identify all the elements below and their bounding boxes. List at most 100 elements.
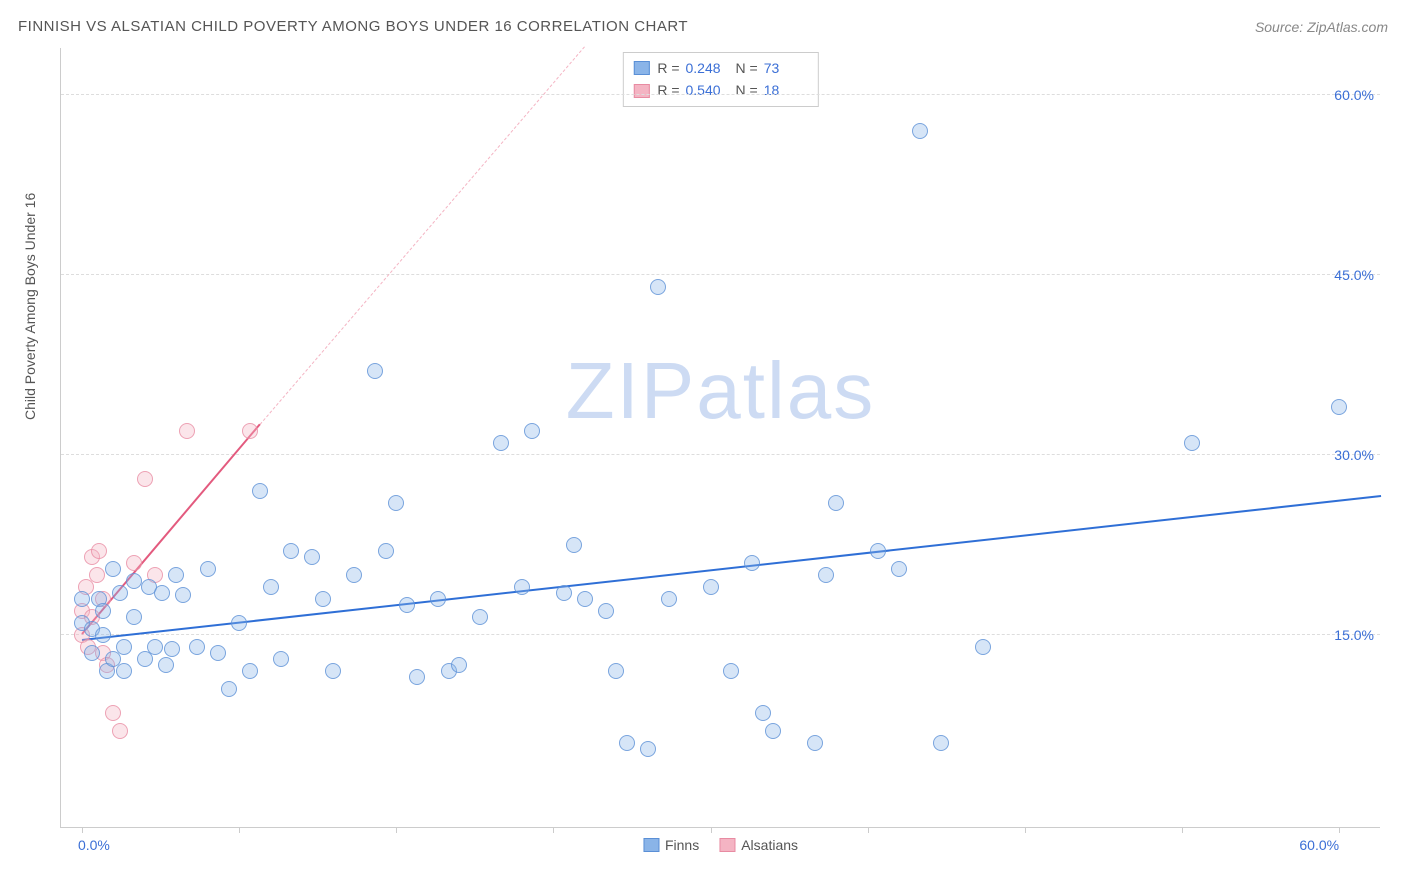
source-attribution: Source: ZipAtlas.com [1255,19,1388,35]
data-point-finns [451,657,467,673]
data-point-finns [723,663,739,679]
data-point-finns [556,585,572,601]
data-point-finns [399,597,415,613]
data-point-alsatians [179,423,195,439]
x-tick [396,827,397,833]
data-point-finns [912,123,928,139]
x-tick-label: 0.0% [78,837,110,853]
x-tick [1339,827,1340,833]
data-point-finns [116,663,132,679]
n-label: N = [736,79,758,101]
data-point-finns [158,657,174,673]
data-point-alsatians [89,567,105,583]
data-point-finns [95,603,111,619]
data-point-finns [252,483,268,499]
n-value-alsatians: 18 [764,79,808,101]
data-point-finns [891,561,907,577]
legend-item-alsatians: Alsatians [719,837,798,853]
data-point-finns [828,495,844,511]
data-point-finns [807,735,823,751]
swatch-finns-icon [643,838,659,852]
data-point-finns [870,543,886,559]
data-point-finns [493,435,509,451]
data-point-finns [315,591,331,607]
data-point-finns [661,591,677,607]
data-point-finns [577,591,593,607]
data-point-finns [975,639,991,655]
x-tick [82,827,83,833]
data-point-finns [378,543,394,559]
gridline [61,94,1380,95]
watermark-zip: ZIP [566,346,696,435]
data-point-finns [367,363,383,379]
data-point-finns [1184,435,1200,451]
x-tick [711,827,712,833]
data-point-finns [263,579,279,595]
gridline [61,634,1380,635]
data-point-finns [650,279,666,295]
data-point-finns [126,573,142,589]
data-point-finns [933,735,949,751]
data-point-finns [755,705,771,721]
data-point-finns [105,561,121,577]
trend-line [82,495,1381,641]
y-tick-label: 60.0% [1334,87,1374,103]
correlation-legend: R = 0.248 N = 73 R = 0.540 N = 18 [622,52,818,107]
plot-region: ZIPatlas R = 0.248 N = 73 R = 0.540 N = … [60,48,1380,828]
n-value-finns: 73 [764,57,808,79]
legend-row-finns: R = 0.248 N = 73 [633,57,807,79]
data-point-finns [283,543,299,559]
y-tick-label: 45.0% [1334,267,1374,283]
data-point-finns [472,609,488,625]
y-tick-label: 30.0% [1334,447,1374,463]
data-point-finns [744,555,760,571]
data-point-finns [112,585,128,601]
r-value-alsatians: 0.540 [686,79,730,101]
n-label: N = [736,57,758,79]
data-point-finns [818,567,834,583]
data-point-finns [524,423,540,439]
x-tick-label: 60.0% [1299,837,1339,853]
data-point-finns [242,663,258,679]
data-point-finns [409,669,425,685]
watermark-atlas: atlas [696,346,875,435]
data-point-alsatians [126,555,142,571]
watermark: ZIPatlas [566,345,875,437]
data-point-finns [126,609,142,625]
data-point-finns [189,639,205,655]
data-point-finns [273,651,289,667]
swatch-alsatians-icon [633,84,649,98]
data-point-alsatians [105,705,121,721]
data-point-finns [231,615,247,631]
data-point-finns [304,549,320,565]
data-point-alsatians [242,423,258,439]
data-point-finns [640,741,656,757]
data-point-finns [1331,399,1347,415]
swatch-alsatians-icon [719,838,735,852]
legend-item-finns: Finns [643,837,699,853]
r-value-finns: 0.248 [686,57,730,79]
x-tick [553,827,554,833]
series-legend: Finns Alsatians [643,837,798,853]
legend-label-alsatians: Alsatians [741,837,798,853]
chart-header: FINNISH VS ALSATIAN CHILD POVERTY AMONG … [18,18,1388,35]
data-point-finns [703,579,719,595]
data-point-finns [566,537,582,553]
data-point-finns [221,681,237,697]
r-label: R = [657,79,679,101]
gridline [61,274,1380,275]
data-point-finns [147,639,163,655]
data-point-finns [765,723,781,739]
data-point-finns [95,627,111,643]
data-point-finns [74,591,90,607]
data-point-alsatians [91,543,107,559]
r-label: R = [657,57,679,79]
y-tick-label: 15.0% [1334,627,1374,643]
data-point-finns [154,585,170,601]
data-point-finns [514,579,530,595]
x-tick [1182,827,1183,833]
data-point-finns [325,663,341,679]
data-point-finns [175,587,191,603]
data-point-finns [168,567,184,583]
data-point-finns [116,639,132,655]
